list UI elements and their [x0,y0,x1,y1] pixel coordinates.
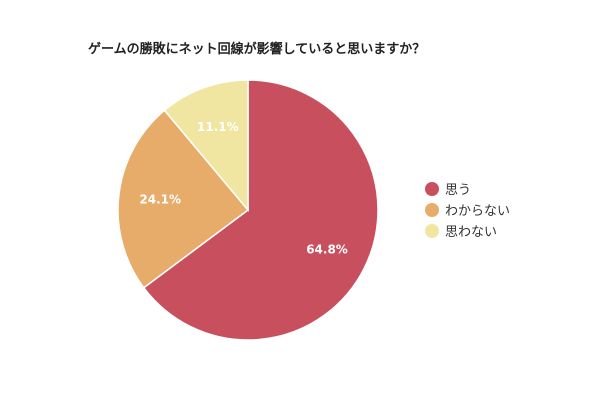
pie-slice-omou[interactable] [142,79,379,341]
legend-item-omou[interactable]: 思う [425,178,510,199]
chart-title: ゲームの勝敗にネット回線が影響していると思いますか？ [88,42,426,57]
legend-label: わからない [445,204,511,219]
legend-item-wakaranai[interactable]: わからない [425,199,510,220]
legend-swatch-icon [425,181,439,196]
legend: 思う わからない 思わない [425,178,510,241]
pie-slice-omowanai[interactable] [163,79,249,213]
legend-item-omowanai[interactable]: 思わない [425,220,510,241]
pie-slice-wakaranai[interactable] [117,109,250,289]
legend-swatch-icon [425,202,439,217]
legend-swatch-icon [425,223,439,238]
slice-label-wakaranai: 24.1% [139,193,181,207]
legend-label: 思う [445,183,472,198]
legend-label: 思わない [445,225,498,240]
slice-label-omowanai: 11.1% [197,120,239,134]
slice-label-omou: 64.8% [306,243,348,257]
